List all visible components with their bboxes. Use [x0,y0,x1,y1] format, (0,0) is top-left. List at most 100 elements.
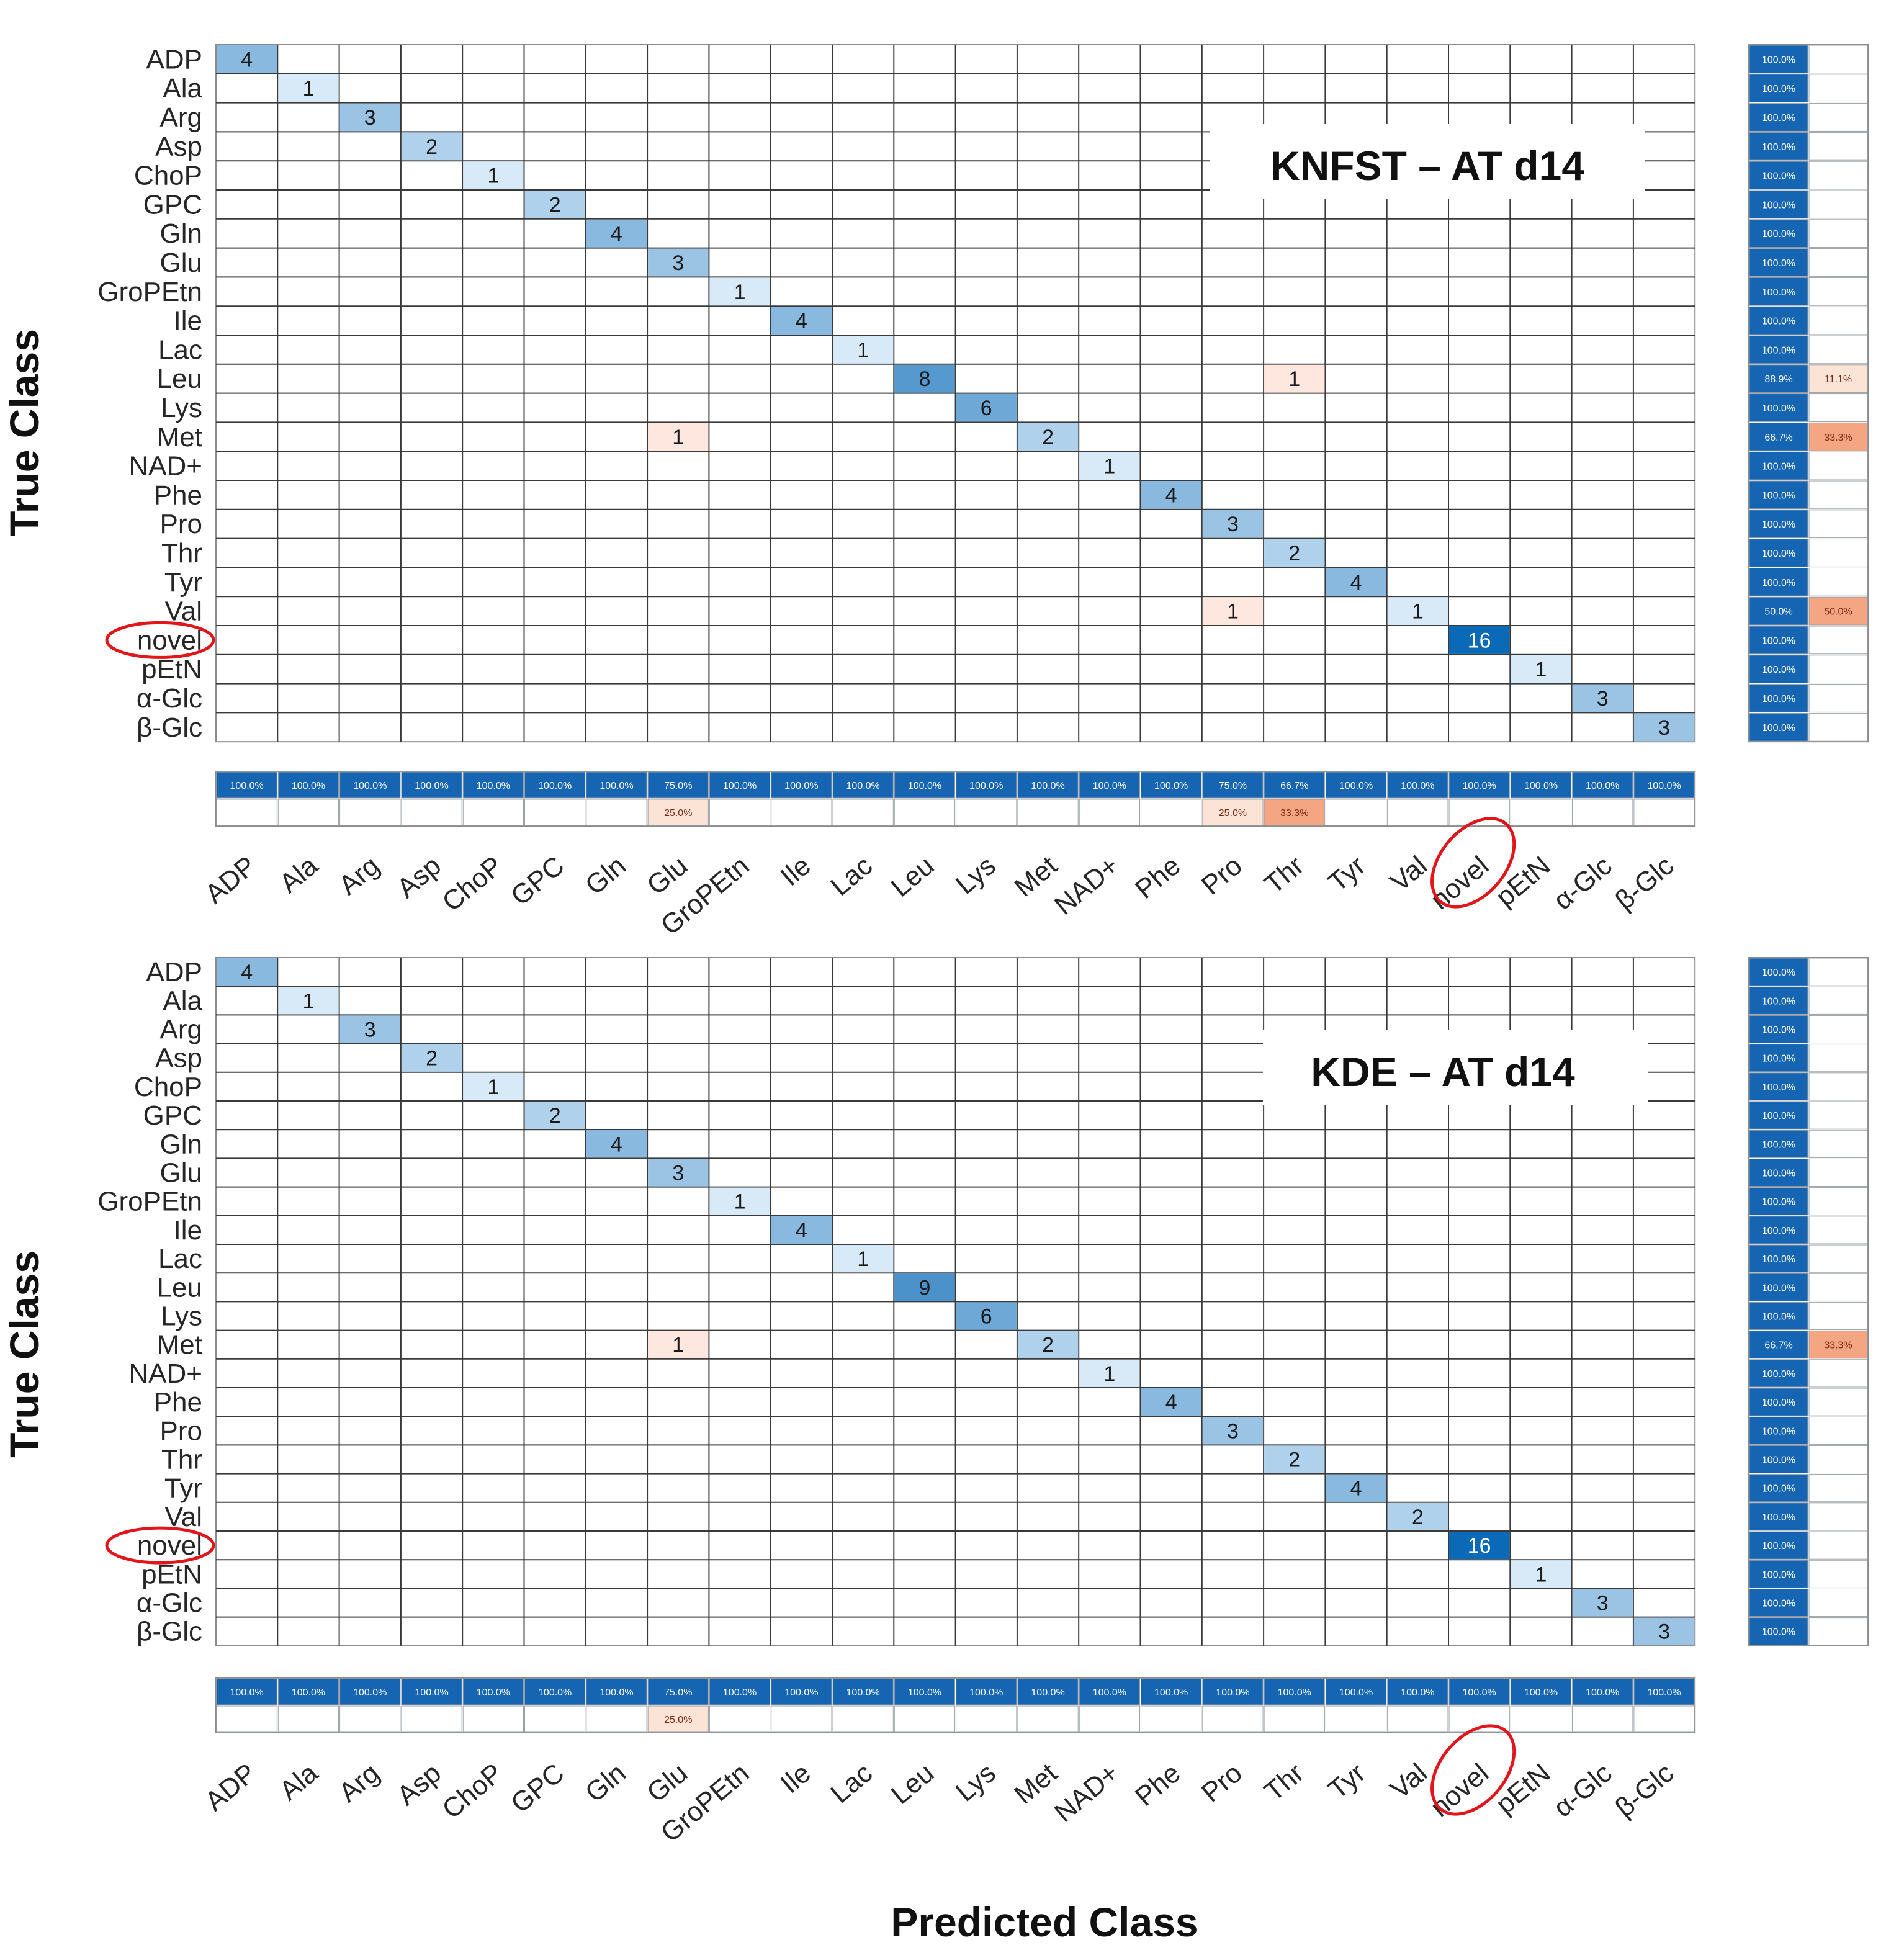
matrix-cell-gpc-gpc [524,1102,585,1129]
row-summary-cell [1749,1101,1808,1129]
row-summary-cell [1808,1502,1868,1531]
row-summary-value: 100.0% [1762,1111,1795,1121]
row-summary-cell [1808,684,1868,712]
row-summary-value: 100.0% [1762,1570,1795,1580]
row-tick-label-pro: Pro [160,509,202,539]
matrix-cell-arg-arg [339,1015,400,1043]
row-summary-value: 100.0% [1762,519,1795,530]
row-summary-cell [1808,1101,1868,1129]
column-summary-cell [1079,771,1140,799]
column-summary-cell [1325,771,1387,799]
cell-count-lac-lac: 1 [857,1247,869,1271]
row-summary-cell [1749,684,1808,712]
column-summary-value: 100.0% [846,781,880,791]
row-summary-value: 100.0% [1762,1254,1795,1265]
row-summary-value: 50.0% [1764,607,1792,617]
row-summary-cell [1808,712,1868,742]
cell-count-chop-chop: 1 [487,164,499,188]
row-tick-label-thr: Thr [161,1445,202,1475]
matrix-cell-pro-pro [1202,510,1264,538]
row-summary-value: 100.0% [1762,635,1795,646]
row-tick-label-glc: β-Glc [137,712,202,743]
y-axis-title: True Class [1,329,47,536]
column-summary-value: 25.0% [664,808,692,819]
column-summary-value: 100.0% [599,781,633,791]
column-summary-cell [1572,1678,1633,1705]
matrix-cell-glc-glc [1633,1617,1695,1645]
column-summary-value: 100.0% [353,1687,387,1698]
matrix-cell-met-met [1017,1331,1079,1358]
matrix-cell-glu-glu [648,1159,709,1187]
matrix-cell-novel-novel [1449,626,1510,654]
column-summary-cell [709,1705,771,1733]
row-summary-cell [1808,567,1868,596]
row-tick-label-glu: Glu [160,248,202,278]
cell-count-glc-glc: 3 [1658,1620,1670,1644]
row-summary-cell [1808,626,1868,655]
column-summary-value: 100.0% [477,1687,510,1698]
matrix-cell-chop-chop [463,1072,524,1100]
column-summary-value: 100.0% [353,781,387,791]
matrix-cell-val-val [1387,1502,1448,1530]
row-summary-value: 100.0% [1762,1599,1795,1609]
column-summary-value: 100.0% [1401,1687,1434,1698]
matrix-cell-leu-leu [894,1273,955,1301]
cell-count-leu-leu: 9 [918,1276,930,1300]
row-summary-cell [1808,1015,1868,1044]
cell-count-ala-ala: 1 [302,989,314,1013]
column-summary-cell [462,771,524,799]
row-summary-cell [1749,335,1808,364]
column-summary-value: 100.0% [1154,781,1188,791]
matrix-cell-pro-pro [1202,1417,1264,1445]
row-summary-cell [1808,277,1868,306]
column-summary-value: 66.7% [1280,781,1308,791]
column-summary-cell [1448,1678,1510,1705]
row-tick-label-phe: Phe [154,1387,202,1417]
cell-count-met-met: 2 [1042,1334,1054,1357]
row-summary-cell [1749,958,1808,986]
column-summary-cell [771,1705,832,1733]
matrix-cell-lac-lac [833,336,894,364]
cell-count-pro-pro: 3 [1227,1419,1239,1443]
matrix-cell-met-glu [648,1331,709,1358]
column-summary-cell [216,1678,277,1705]
row-tick-label-gpc: GPC [143,189,202,220]
row-summary-cell [1749,1388,1808,1416]
column-summary-cell [1510,1705,1572,1733]
column-summary-cell [1202,1678,1264,1705]
column-summary-value: 100.0% [599,1687,633,1698]
row-summary-cell [1808,422,1868,451]
matrix-cell-phe-phe [1141,481,1201,509]
row-summary-value: 100.0% [1762,1197,1795,1208]
column-summary-value: 100.0% [784,1687,818,1698]
column-summary-value: 100.0% [969,1687,1003,1698]
row-summary-value: 100.0% [1762,345,1795,356]
column-summary-cell [1325,1678,1387,1705]
row-summary-cell [1749,1216,1808,1244]
row-summary-cell [1749,132,1808,161]
matrix-cell-gln-gln [586,1130,647,1158]
row-summary-cell [1749,1531,1808,1560]
column-summary-value: 100.0% [908,781,941,791]
row-summary-cell [1808,45,1868,74]
row-summary-cell [1749,712,1808,742]
column-summary-cell [647,1678,709,1705]
row-summary-cell [1749,1474,1808,1502]
row-summary-cell [1808,655,1868,684]
row-summary-value: 100.0% [1762,258,1795,269]
column-summary-cell [1510,771,1572,799]
row-summary-value: 100.0% [1762,1426,1795,1437]
row-tick-label-phe: Phe [154,480,202,510]
cell-count-ala-ala: 1 [302,77,314,101]
row-tick-label-asp: Asp [155,1043,202,1074]
row-summary-cell [1808,1216,1868,1244]
row-summary-value: 33.3% [1824,1341,1852,1351]
column-summary-value: 100.0% [1339,1687,1373,1698]
row-tick-label-ile: Ile [174,306,202,336]
matrix-cell-novel-novel [1449,1532,1510,1560]
row-summary-value: 66.7% [1764,433,1792,443]
column-summary-value: 100.0% [292,1687,325,1698]
row-summary-cell [1808,958,1868,986]
cell-count-gropetn-gropetn: 1 [734,1190,746,1214]
column-summary-cell [401,771,462,799]
